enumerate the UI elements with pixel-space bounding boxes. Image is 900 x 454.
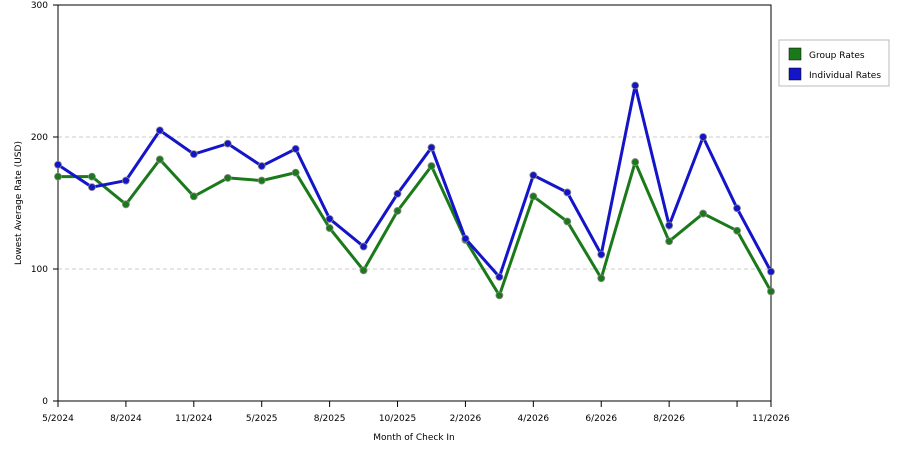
y-tick-label: 200 — [31, 133, 48, 143]
point — [529, 192, 538, 201]
point — [529, 171, 538, 180]
y-axis-title: Lowest Average Rate (USD) — [14, 141, 24, 265]
point — [122, 200, 130, 209]
plot-frame — [57, 4, 772, 402]
x-tick-label: 10/2025 — [379, 414, 416, 424]
legend-swatch — [788, 47, 802, 61]
x-tick-label: 11/2026 — [752, 414, 790, 424]
point — [393, 207, 402, 215]
point — [54, 172, 62, 181]
x-axis-title: Month of Check In — [373, 433, 455, 443]
point — [155, 126, 164, 135]
point — [393, 189, 402, 198]
x-tick-label: 2/2026 — [450, 414, 482, 424]
point — [461, 234, 470, 243]
legend-label: Individual Rates — [809, 71, 881, 81]
point — [325, 214, 334, 223]
point — [155, 155, 164, 164]
point — [88, 172, 96, 181]
point — [665, 221, 674, 230]
x-tick-label: 8/2026 — [653, 414, 685, 424]
y-tick-label: 0 — [42, 397, 48, 407]
x-tick-label: 5/2024 — [42, 414, 74, 424]
point — [88, 183, 96, 192]
point — [189, 192, 198, 201]
x-tick-label: 5/2025 — [246, 414, 278, 424]
point — [767, 267, 775, 276]
series-line — [58, 157, 773, 299]
point — [359, 242, 368, 251]
point — [665, 237, 674, 246]
x-tick-label: 8/2025 — [314, 414, 346, 424]
point — [325, 224, 334, 232]
x-tick-label: 8/2024 — [110, 414, 142, 424]
x-tick-label: 11/2024 — [175, 414, 213, 424]
point — [631, 81, 640, 90]
point — [257, 176, 266, 185]
point — [563, 217, 572, 226]
point — [291, 168, 300, 177]
point — [359, 266, 368, 275]
series-line — [57, 85, 773, 280]
point — [223, 174, 232, 182]
legend-swatch — [788, 67, 802, 81]
point — [733, 226, 741, 235]
y-tick-label: 100 — [31, 265, 48, 275]
legend-label: Group Rates — [809, 51, 865, 61]
point — [597, 274, 606, 283]
x-tick-label: 6/2026 — [585, 414, 617, 424]
point — [427, 143, 436, 152]
point — [631, 158, 640, 166]
point — [495, 273, 504, 281]
point — [597, 250, 606, 259]
point — [699, 209, 707, 218]
point — [223, 139, 232, 148]
point — [563, 188, 572, 197]
point — [767, 287, 775, 296]
point — [122, 176, 130, 185]
point — [54, 160, 62, 169]
point — [291, 144, 300, 153]
point — [733, 204, 741, 213]
point — [257, 162, 266, 170]
point — [427, 162, 436, 170]
point — [189, 150, 198, 159]
point — [495, 291, 504, 300]
x-tick-label: 4/2026 — [517, 414, 549, 424]
y-tick-label: 300 — [31, 1, 48, 11]
point — [699, 133, 707, 141]
